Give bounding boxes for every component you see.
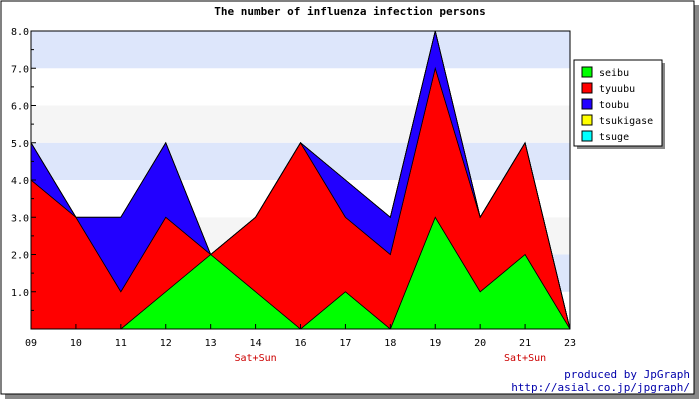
grid-band <box>31 31 570 69</box>
chart-title: The number of influenza infection person… <box>214 5 486 18</box>
y-tick-label: 4.0 <box>11 176 29 187</box>
x-tick-label: 12 <box>160 338 172 349</box>
credit-line-2: http://asial.co.jp/jpgraph/ <box>511 381 690 394</box>
x-tick-label: 09 <box>25 338 37 349</box>
area-tsuge <box>31 31 570 329</box>
legend-swatch-toubu <box>581 98 593 110</box>
x-tick-label: 20 <box>474 338 486 349</box>
legend-label-toubu: toubu <box>599 100 629 111</box>
weekend-label: Sat+Sun <box>235 353 277 364</box>
y-tick-label: 8.0 <box>11 27 29 38</box>
legend-label-tyuubu: tyuubu <box>599 84 635 95</box>
grid-band <box>31 68 570 106</box>
x-tick-label: 16 <box>294 338 306 349</box>
y-tick-label: 1.0 <box>11 288 29 299</box>
y-tick-label: 6.0 <box>11 102 29 113</box>
x-tick-label: 18 <box>384 338 396 349</box>
y-tick-label: 2.0 <box>11 251 29 262</box>
y-tick-label: 3.0 <box>11 213 29 224</box>
x-tick-label: 19 <box>429 338 441 349</box>
grid-band <box>31 105 570 143</box>
legend-swatch-seibu <box>581 66 593 78</box>
y-tick-label: 5.0 <box>11 139 29 150</box>
x-tick-label: 23 <box>564 338 576 349</box>
legend-swatch-tsukigase <box>581 114 593 126</box>
x-tick-label: 14 <box>250 338 262 349</box>
legend: seibu tyuubu toubu tsukigase tsuge <box>573 59 665 149</box>
y-tick-label: 7.0 <box>11 64 29 75</box>
weekend-label: Sat+Sun <box>504 353 546 364</box>
credit-line-1: produced by JpGraph <box>564 368 690 381</box>
x-tick-label: 11 <box>115 338 127 349</box>
legend-swatch-tyuubu <box>581 82 593 94</box>
x-tick-label: 10 <box>70 338 82 349</box>
y-axis: 1.0 2.0 3.0 4.0 5.0 6.0 7.0 8.0 <box>11 27 36 330</box>
legend-swatch-tsuge <box>581 130 593 142</box>
x-tick-label: 21 <box>519 338 531 349</box>
x-tick-label: 17 <box>339 338 351 349</box>
stacked-areas <box>31 31 570 329</box>
x-tick-label: 13 <box>205 338 217 349</box>
legend-label-tsuge: tsuge <box>599 132 629 143</box>
legend-label-tsukigase: tsukigase <box>599 116 653 127</box>
legend-label-seibu: seibu <box>599 68 629 79</box>
x-axis: 09 10 11 12 13 14 Sat+Sun 16 17 18 19 20 21 Sat+Sun 23 <box>25 324 576 364</box>
